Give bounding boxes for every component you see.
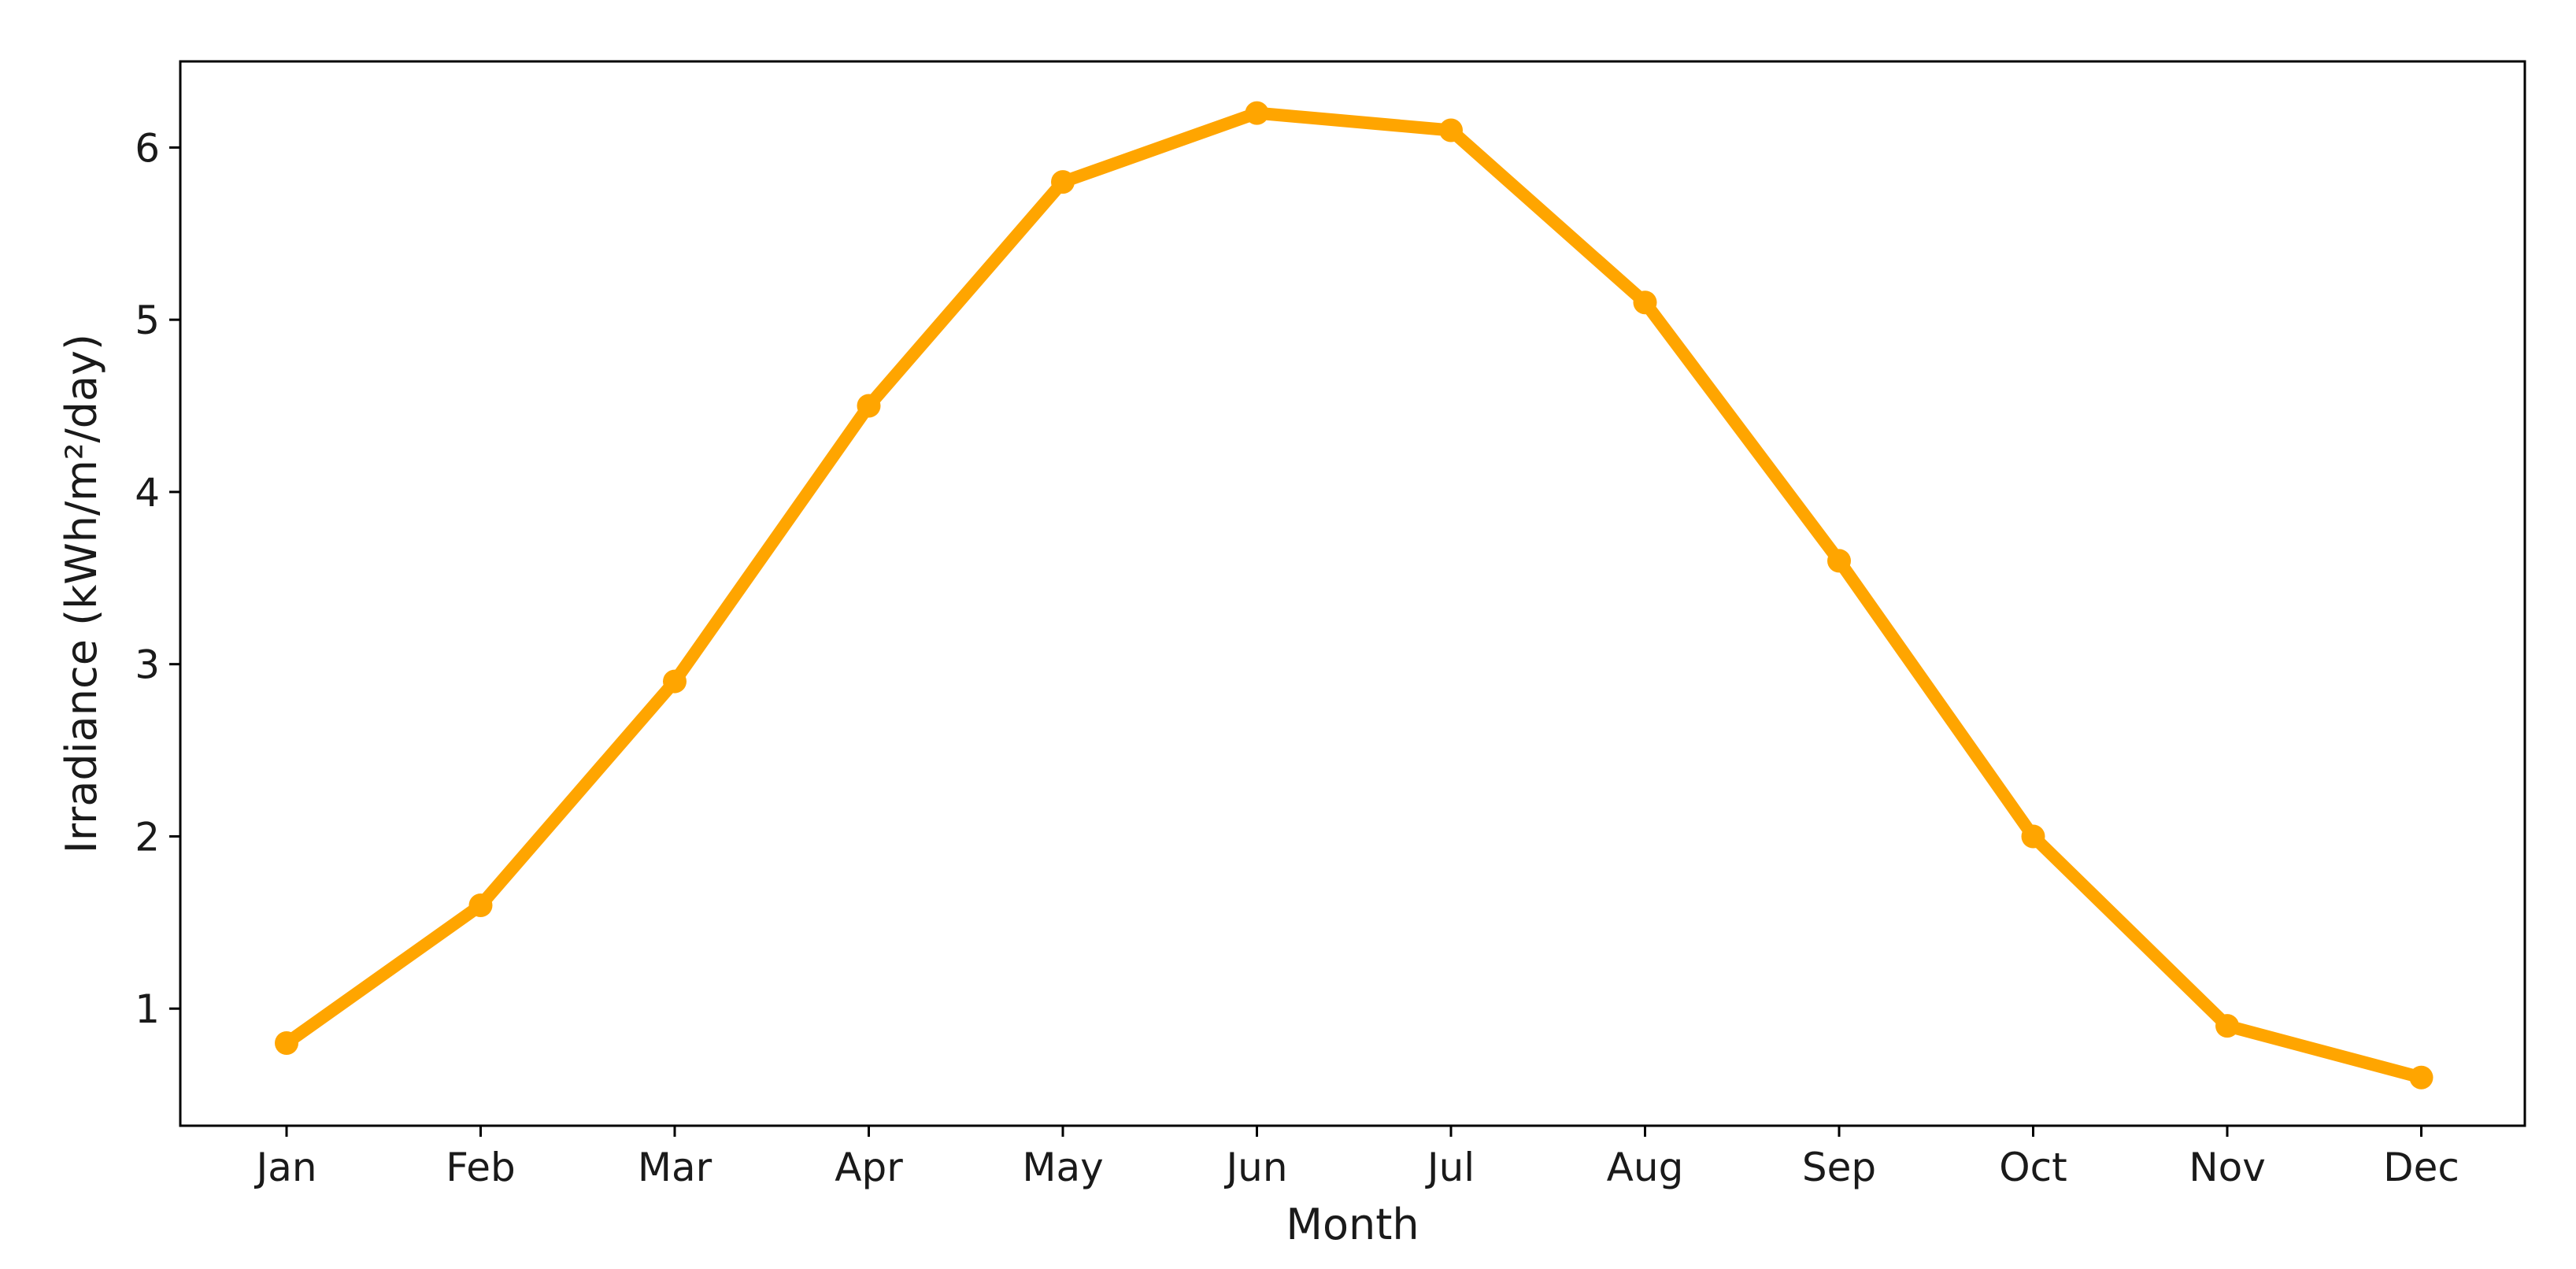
- y-tick-label: 5: [135, 298, 160, 343]
- x-tick-label: Apr: [835, 1145, 903, 1190]
- x-tick-label: Jun: [1223, 1145, 1287, 1190]
- data-point: [1633, 290, 1657, 315]
- series-layer: [275, 101, 2434, 1090]
- data-point: [857, 394, 881, 418]
- y-axis-ticks: 1 2 3 4 5 6: [135, 125, 180, 1032]
- data-point: [2021, 824, 2045, 849]
- data-point: [1439, 118, 1463, 142]
- x-tick-label: Jul: [1425, 1145, 1475, 1190]
- x-tick-label: Jan: [254, 1145, 316, 1190]
- y-axis-label: Irradiance (kWh/m²/day): [57, 334, 106, 853]
- x-tick-label: May: [1022, 1145, 1103, 1190]
- y-tick-label: 1: [135, 986, 160, 1032]
- x-tick-label: Aug: [1607, 1145, 1684, 1190]
- data-point: [1827, 549, 1851, 573]
- series-line: [280, 106, 2428, 1084]
- y-tick-label: 6: [135, 125, 160, 171]
- y-tick-label: 4: [135, 470, 160, 516]
- data-point: [1051, 170, 1075, 194]
- plot-area-frame: [179, 60, 2526, 1127]
- x-tick-label: Feb: [446, 1145, 516, 1190]
- x-tick-label: Nov: [2189, 1145, 2266, 1190]
- data-point: [663, 669, 687, 694]
- data-point: [468, 893, 493, 917]
- data-point: [275, 1030, 298, 1055]
- data-point: [1245, 101, 1269, 125]
- x-tick-label: Sep: [1802, 1145, 1876, 1190]
- x-tick-label: Oct: [1999, 1145, 2067, 1190]
- y-tick-label: 3: [135, 642, 160, 688]
- x-axis-ticks: Jan Feb Mar Apr May Jun Jul Aug Sep Oct Nov Dec: [254, 1126, 2459, 1190]
- x-tick-label: Dec: [2383, 1145, 2459, 1190]
- data-point: [2215, 1014, 2239, 1038]
- data-point: [2409, 1065, 2434, 1090]
- x-tick-label: Mar: [638, 1145, 712, 1190]
- x-axis-label: Month: [1286, 1200, 1419, 1249]
- y-tick-label: 2: [135, 814, 160, 860]
